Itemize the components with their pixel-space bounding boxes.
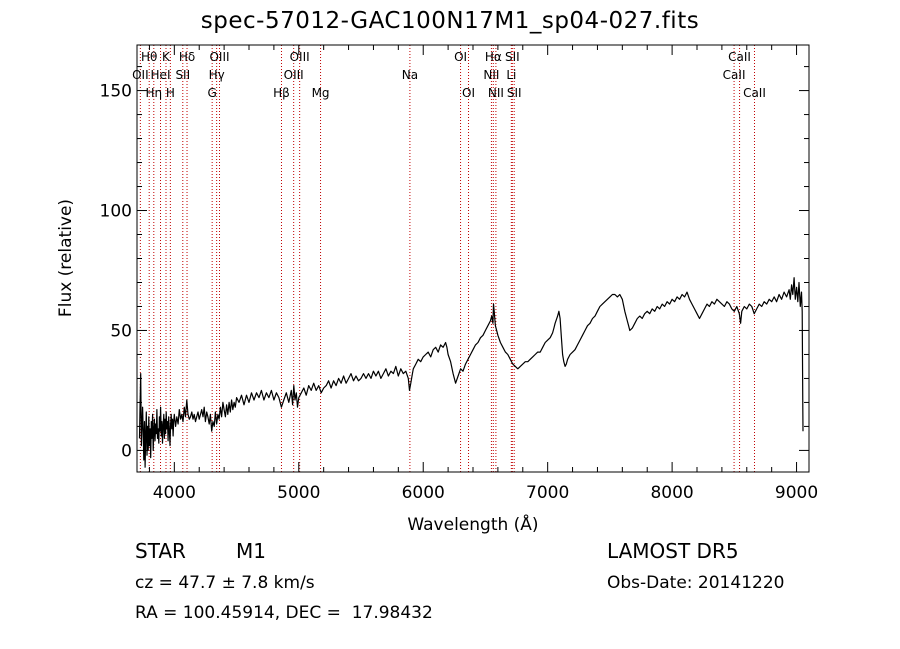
emission-line-label: OIII xyxy=(290,50,310,64)
spectrum-line xyxy=(138,277,804,468)
emission-line-label: Na xyxy=(402,68,418,82)
emission-line-label: CaII xyxy=(728,50,751,64)
plot-frame xyxy=(136,44,810,473)
emission-line-label: K xyxy=(162,50,171,64)
emission-line-label: NII xyxy=(488,86,504,100)
x-tick-label: 4000 xyxy=(153,483,196,503)
emission-line-label: Hα xyxy=(485,50,502,64)
chart-title: spec-57012-GAC100N17M1_sp04-027.fits xyxy=(200,8,700,34)
emission-line-label: SII xyxy=(505,50,520,64)
emission-line-label: OI xyxy=(462,86,475,100)
emission-line-label: Li xyxy=(506,68,516,82)
tick-labels: 4000 5000 6000 7000 8000 9000 0 50 100 150 xyxy=(100,82,819,503)
emission-line-label: SII xyxy=(175,68,190,82)
observation-date: Obs-Date: 20141220 xyxy=(607,573,785,593)
emission-line-label: HeI xyxy=(151,68,171,82)
emission-line-label: OIII xyxy=(284,68,304,82)
emission-line-label: CaII xyxy=(743,86,766,100)
emission-line-label: OII xyxy=(132,68,149,82)
tick-marks xyxy=(137,45,809,472)
x-tick-label: 5000 xyxy=(277,483,320,503)
coordinates: RA = 100.45914, DEC = 17.98432 xyxy=(135,603,433,623)
y-tick-label: 50 xyxy=(110,321,132,341)
x-axis-label: Wavelength (Å) xyxy=(407,513,538,535)
object-subclass: M1 xyxy=(236,539,266,563)
redshift-velocity: cz = 47.7 ± 7.8 km/s xyxy=(135,573,315,593)
emission-line-label: Mg xyxy=(312,86,330,100)
emission-line-label: CaII xyxy=(723,68,746,82)
emission-line-label: NII xyxy=(483,68,499,82)
emission-line-label: Hθ xyxy=(141,50,157,64)
emission-line-label: Hβ xyxy=(273,86,290,100)
y-axis-label: Flux (relative) xyxy=(56,199,76,317)
emission-line-label: Hγ xyxy=(209,68,225,82)
emission-line-label: G xyxy=(208,86,217,100)
emission-line-label: SII xyxy=(507,86,522,100)
axes xyxy=(136,44,810,473)
spectrum-series xyxy=(138,277,804,468)
emission-line-label: Hη xyxy=(145,86,162,100)
x-tick-label: 9000 xyxy=(775,483,818,503)
survey-name: LAMOST DR5 xyxy=(607,539,739,563)
y-tick-label: 100 xyxy=(100,202,132,222)
x-tick-label: 8000 xyxy=(650,483,693,503)
y-tick-label: 0 xyxy=(121,441,132,461)
emission-line-label: H xyxy=(166,86,175,100)
emission-line-label: OI xyxy=(454,50,467,64)
y-tick-label: 150 xyxy=(100,82,132,102)
object-type: STAR xyxy=(135,539,186,563)
x-tick-label: 6000 xyxy=(402,483,445,503)
emission-line-label: OIII xyxy=(209,50,229,64)
x-tick-label: 7000 xyxy=(526,483,569,503)
emission-line-label: Hδ xyxy=(179,50,195,64)
